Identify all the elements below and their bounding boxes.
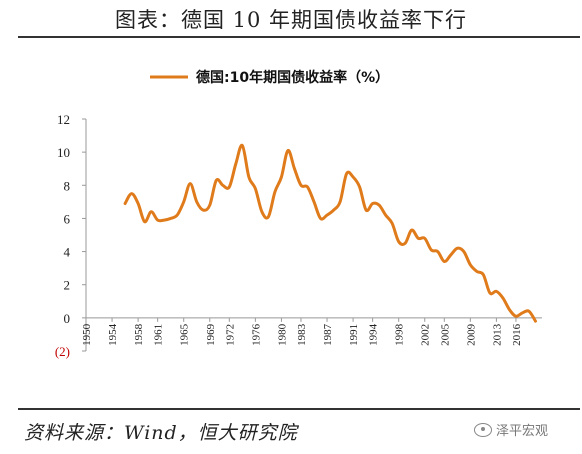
- x-tick-label: 1991: [348, 324, 360, 346]
- x-tick-label: 2009: [465, 323, 477, 346]
- source-note: 资料来源：Wind，恒大研究院: [24, 422, 298, 444]
- y-tick-label: 2: [64, 278, 71, 293]
- legend: 德国:10年期国债收益率（%）: [150, 69, 389, 86]
- y-tick-label: 4: [64, 245, 71, 260]
- x-tick-label: 1961: [153, 324, 165, 346]
- legend-label: 德国:10年期国债收益率（%）: [196, 69, 389, 86]
- x-tick-label: 2005: [439, 323, 451, 346]
- x-tick-label: 2013: [491, 323, 503, 346]
- watermark: 泽平宏观: [474, 420, 548, 439]
- x-tick-label: 1958: [133, 323, 145, 346]
- watermark-text: 泽平宏观: [496, 424, 549, 439]
- x-tick-label: 1994: [368, 323, 380, 346]
- x-tick-label: 1950: [81, 323, 93, 346]
- x-tick-label: 1965: [179, 323, 191, 346]
- bottom-rule: [18, 408, 580, 410]
- x-tick-label: 1980: [276, 323, 288, 346]
- y-axis: (2) 0 2 4 6 8 10 12: [55, 112, 87, 359]
- y-tick-label: (2): [55, 344, 70, 359]
- top-rule: [18, 36, 580, 38]
- figure-title: 图表：德国 10 年期国债收益率下行: [114, 8, 468, 32]
- y-tick-label: 12: [57, 112, 70, 127]
- series-layer: [123, 143, 537, 323]
- x-tick-label: 1976: [250, 323, 262, 346]
- x-tick-label: 1983: [296, 323, 308, 346]
- y-tick-label: 6: [64, 211, 71, 226]
- x-tick-label: 1998: [394, 323, 406, 346]
- x-axis: 1950 1954 1958 1961 1965 1969 1972 1976 1980 1983…: [81, 317, 542, 346]
- x-tick-label: 1987: [322, 323, 334, 346]
- series-line-0: [123, 143, 537, 323]
- x-tick-label: 1954: [107, 323, 119, 346]
- x-tick-label: 1969: [205, 323, 217, 346]
- x-tick-label: 2016: [511, 323, 523, 346]
- y-tick-label: 0: [64, 311, 71, 326]
- y-tick-label: 10: [57, 145, 70, 160]
- x-tick-label: 1972: [224, 324, 236, 346]
- wechat-icon: [474, 422, 492, 437]
- x-tick-label: 2002: [420, 324, 432, 346]
- y-tick-label: 8: [64, 178, 71, 193]
